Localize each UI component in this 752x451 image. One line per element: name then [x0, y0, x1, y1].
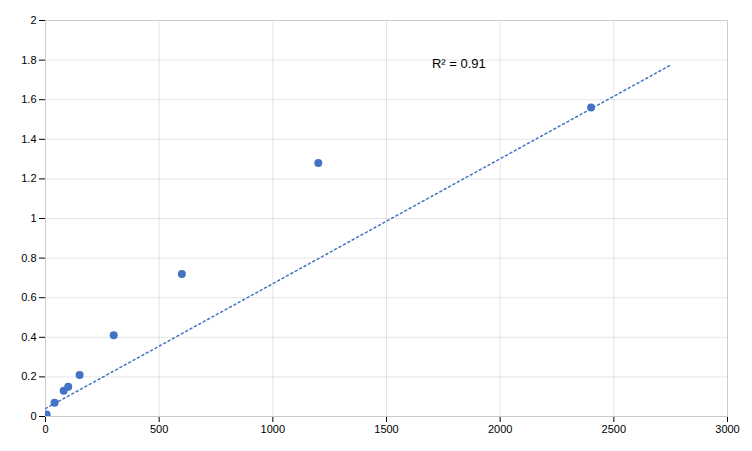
svg-text:500: 500	[150, 423, 168, 435]
svg-text:0: 0	[30, 410, 36, 422]
svg-text:1.6: 1.6	[21, 93, 36, 105]
svg-text:1000: 1000	[261, 423, 285, 435]
svg-text:0: 0	[42, 423, 48, 435]
svg-text:0.4: 0.4	[21, 331, 36, 343]
svg-text:1.8: 1.8	[21, 54, 36, 66]
svg-text:1500: 1500	[374, 423, 398, 435]
svg-text:1: 1	[30, 212, 36, 224]
svg-text:2000: 2000	[488, 423, 512, 435]
svg-text:1.2: 1.2	[21, 172, 36, 184]
svg-text:0.6: 0.6	[21, 291, 36, 303]
svg-text:2: 2	[30, 14, 36, 26]
svg-text:0.2: 0.2	[21, 370, 36, 382]
svg-text:1.4: 1.4	[21, 133, 36, 145]
svg-text:0.8: 0.8	[21, 252, 36, 264]
svg-text:R² = 0.91: R² = 0.91	[432, 56, 486, 71]
svg-text:3000: 3000	[715, 423, 739, 435]
svg-text:2500: 2500	[602, 423, 626, 435]
